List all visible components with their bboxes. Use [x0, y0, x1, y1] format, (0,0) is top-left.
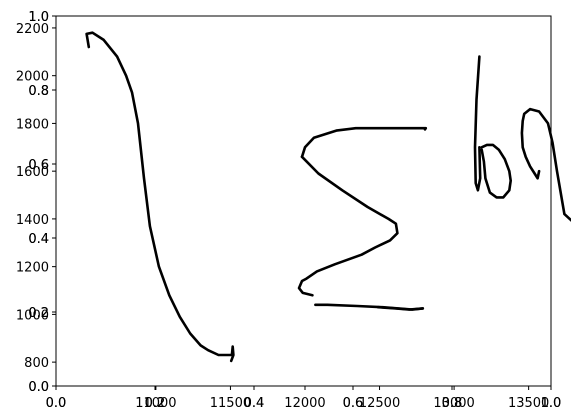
y-tick-label: 0.0: [28, 380, 49, 395]
y-tick-label: 2200: [16, 22, 49, 37]
y-tick-label: 0.6: [28, 158, 49, 173]
y-tick-label: 0.8: [28, 84, 49, 99]
y-tick-label: 0.4: [28, 232, 49, 247]
series-line-8: [520, 107, 571, 222]
x-tick-label: 0.6: [343, 396, 364, 411]
series-line-1: [85, 31, 235, 363]
x-tick-label: 0.8: [442, 396, 463, 411]
y-tick-label: 0.2: [28, 306, 49, 321]
y-tick-label: 1800: [16, 117, 49, 132]
y-tick-label: 0.0: [28, 380, 49, 395]
series-line-5: [376, 305, 425, 311]
x-tick-label: 0.4: [244, 396, 265, 411]
x-tick-label: 13000: [433, 396, 474, 411]
x-tick-label: 13500: [508, 396, 549, 411]
x-tick-label: 12000: [284, 396, 325, 411]
x-tick-label: 0.0: [46, 396, 67, 411]
y-tick-label: 1600: [16, 165, 49, 180]
x-tick-label: 1.0: [541, 396, 562, 411]
series-line-7: [480, 143, 512, 199]
y-tick-label: 0.2: [28, 306, 49, 321]
series-line-3: [297, 155, 399, 297]
plot-frame: [55, 15, 552, 387]
x-tick-label: 11000: [135, 396, 176, 411]
x-tick-label: 0.0: [46, 396, 67, 411]
stroke-layer: [85, 31, 571, 363]
x-tick-label: 0.2: [145, 396, 166, 411]
x-tick-label: 0.6: [343, 396, 364, 411]
x-tick-label: 0.4: [244, 396, 265, 411]
y-tick-label: 1.0: [28, 10, 49, 25]
y-tick-label: 800: [24, 356, 49, 371]
y-tick-label: 1200: [16, 261, 49, 276]
y-tick-label: 2000: [16, 70, 49, 85]
y-tick-label: 0.8: [28, 84, 49, 99]
x-tick-label: 0.8: [442, 396, 463, 411]
x-tick-label: 12500: [359, 396, 400, 411]
x-tick-label: 11500: [210, 396, 251, 411]
y-tick-label: 0.6: [28, 158, 49, 173]
x-tick-label: 0.2: [145, 396, 166, 411]
tick-layer: 0.0 0.2 0.4 0.6 0.8 1.00.00.20.40.60.81.00.0 0…: [16, 10, 561, 411]
y-tick-label: 0.4: [28, 232, 49, 247]
y-tick-label: 1.0: [28, 10, 49, 25]
series-line-2: [300, 126, 428, 159]
x-tick-label: 1.0: [541, 396, 562, 411]
y-tick-label: 1000: [16, 308, 49, 323]
y-tick-label: 1400: [16, 213, 49, 228]
series-line-6: [473, 55, 482, 192]
